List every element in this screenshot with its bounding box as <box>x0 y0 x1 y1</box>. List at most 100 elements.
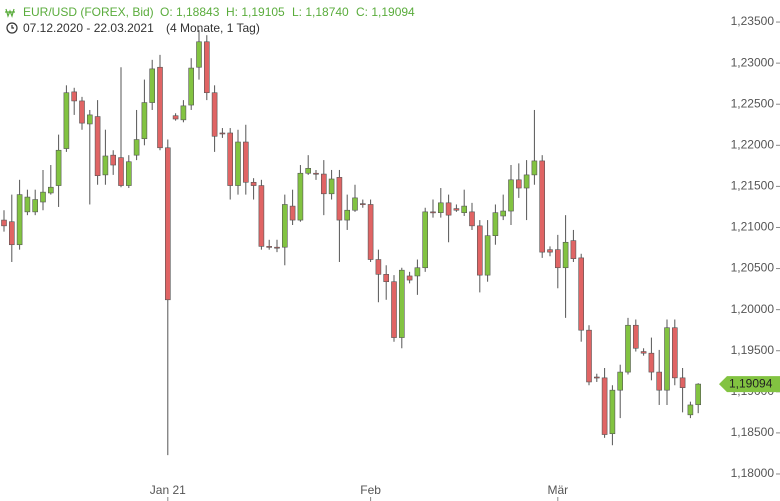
candle-body <box>539 160 546 253</box>
candle-body <box>625 324 631 373</box>
y-tick-label: 1,22000 <box>731 137 775 151</box>
candle-body <box>305 168 312 174</box>
candle-body <box>219 132 226 135</box>
candle-body <box>593 376 600 379</box>
candle-body <box>461 205 468 213</box>
candle-body <box>71 91 77 102</box>
candle-body <box>640 351 647 354</box>
candle-body <box>586 329 592 383</box>
period: (4 Monate, 1 Tag) <box>166 21 260 35</box>
candle-body <box>648 352 655 373</box>
candle-body <box>687 404 694 416</box>
x-tick-label: Mär <box>547 483 568 497</box>
candle-body <box>204 41 210 94</box>
candle-body <box>40 191 46 203</box>
candle-body <box>63 92 70 149</box>
candle-body <box>250 181 257 186</box>
candle-body <box>157 66 163 149</box>
candle-body <box>126 161 132 186</box>
candle-body <box>55 149 62 186</box>
candle-body <box>94 116 101 177</box>
candle-body <box>632 324 639 349</box>
date-range: 07.12.2020 - 22.03.2021 <box>23 21 154 35</box>
candle-body <box>79 100 85 124</box>
x-tick-label: Jan 21 <box>150 483 186 497</box>
candle-body <box>47 186 54 194</box>
candle-body <box>562 241 569 269</box>
candle-body <box>406 275 413 281</box>
y-tick-label: 1,20000 <box>731 302 775 316</box>
candle-body <box>656 371 663 391</box>
x-tick-label: Feb <box>360 483 381 497</box>
candle-body <box>484 235 491 276</box>
candle-body <box>297 172 304 221</box>
candle-body <box>422 211 429 269</box>
candle-body <box>515 179 522 189</box>
candle-body <box>336 177 343 221</box>
candle-body <box>476 225 483 276</box>
last-price-tag <box>719 376 780 393</box>
candle-body <box>601 377 608 435</box>
candle-body <box>9 221 15 246</box>
candle-body <box>313 172 319 175</box>
candle-body <box>118 157 124 186</box>
candle-body <box>274 246 280 249</box>
candle-body <box>180 105 187 121</box>
candle-body <box>281 204 288 248</box>
candle-body <box>258 185 265 247</box>
y-tick-label: 1,18000 <box>731 466 775 480</box>
candle-body <box>16 194 23 246</box>
high-label: H: 1,19105 <box>226 5 285 19</box>
candle-body <box>430 211 436 214</box>
y-tick-label: 1,20500 <box>731 261 775 275</box>
candle-body <box>320 173 327 195</box>
candle-body <box>375 259 382 275</box>
candle-body <box>243 141 249 183</box>
candle-body <box>671 327 678 379</box>
y-tick-label: 1,22500 <box>731 96 775 110</box>
candle-body <box>570 240 577 259</box>
instrument: EUR/USD (FOREX, Bid) <box>23 5 154 19</box>
candle-body <box>445 202 452 216</box>
candle-body <box>141 102 148 140</box>
candle-body <box>32 199 39 213</box>
candle-body <box>87 114 93 125</box>
candle-body <box>102 155 109 176</box>
candle-body <box>266 246 273 248</box>
last-price-label: 1,19094 <box>729 376 773 390</box>
candle-body <box>414 267 421 277</box>
candle-body <box>523 174 530 189</box>
candle-body <box>196 41 202 68</box>
candle-body <box>133 139 140 156</box>
y-tick-label: 1,23500 <box>731 14 775 28</box>
header-icon <box>5 8 15 18</box>
candle-body <box>344 209 351 221</box>
candle-body <box>1 219 7 227</box>
y-tick-label: 1,19500 <box>731 343 775 357</box>
clock-icon <box>6 22 18 34</box>
candle-body <box>172 115 179 120</box>
candle-body <box>437 202 444 213</box>
open-label: O: 1,18843 <box>160 5 220 19</box>
candle-body <box>352 197 358 211</box>
y-tick-label: 1,21500 <box>731 179 775 193</box>
candle-body <box>500 210 507 217</box>
candle-body <box>679 377 686 389</box>
candle-body <box>383 274 390 283</box>
candle-body <box>359 203 366 205</box>
candle-body <box>664 327 670 391</box>
candle-body <box>211 92 218 137</box>
candle-body <box>508 179 514 212</box>
candle-body <box>328 178 335 195</box>
candle-body <box>578 257 585 331</box>
y-tick-label: 1,23000 <box>731 55 775 69</box>
candle-body <box>391 281 397 338</box>
close-label: C: 1,19094 <box>356 5 415 19</box>
y-tick-label: 1,21000 <box>731 220 775 234</box>
candle-body <box>110 154 116 166</box>
candle-body <box>609 389 616 435</box>
candle-body <box>492 212 499 236</box>
candle-body <box>469 211 475 227</box>
low-label: L: 1,18740 <box>292 5 349 19</box>
